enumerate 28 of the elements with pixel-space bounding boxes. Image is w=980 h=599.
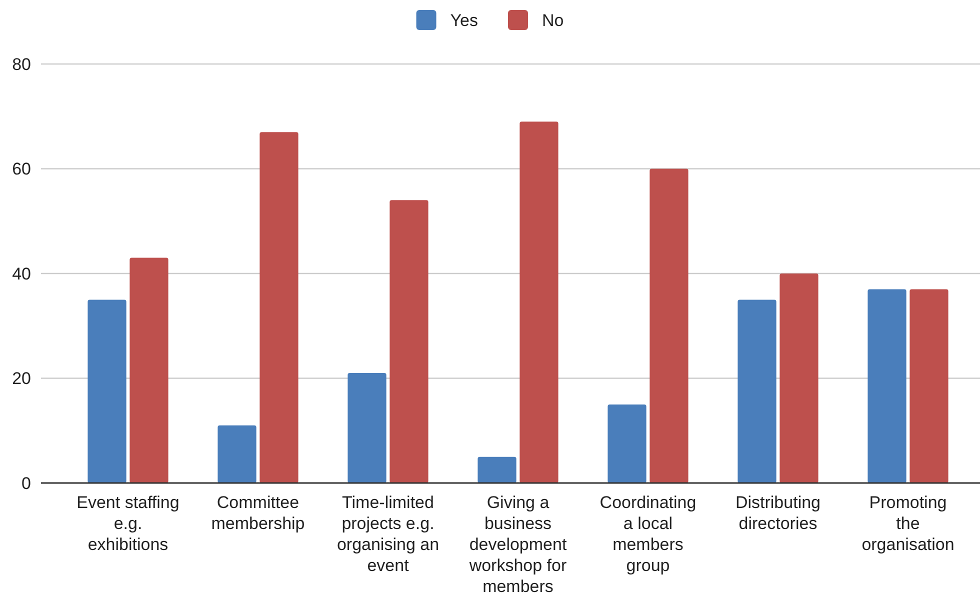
x-tick-label: Coordinating a local members group bbox=[600, 493, 696, 575]
y-tick-label: 60 bbox=[12, 160, 31, 179]
y-tick-label: 0 bbox=[22, 474, 31, 493]
legend-label: No bbox=[542, 10, 564, 30]
bar bbox=[780, 274, 818, 483]
bar bbox=[348, 373, 386, 483]
bar bbox=[478, 456, 516, 483]
bar bbox=[868, 289, 906, 483]
x-tick-label: Distributing directories bbox=[735, 493, 821, 533]
bar bbox=[738, 300, 776, 483]
bar bbox=[910, 289, 948, 483]
bar bbox=[650, 168, 688, 483]
bar bbox=[608, 404, 646, 483]
x-tick-label: Event staffing e.g. exhibitions bbox=[76, 493, 180, 554]
x-tick-label: Committee membership bbox=[211, 493, 305, 533]
bar bbox=[390, 200, 428, 483]
x-tick-label: Promoting the organisation bbox=[862, 493, 954, 554]
x-tick-label: Giving a business development workshop for members bbox=[468, 493, 567, 596]
y-tick-label: 20 bbox=[12, 369, 31, 388]
legend-label: Yes bbox=[450, 10, 478, 30]
y-tick-label: 80 bbox=[12, 54, 31, 74]
x-tick-label: Time-limited projects e.g. organising an event bbox=[336, 493, 440, 575]
y-tick-label: 40 bbox=[12, 264, 31, 284]
bar bbox=[260, 132, 298, 483]
bar bbox=[520, 122, 558, 483]
bar bbox=[218, 425, 256, 483]
bar bbox=[130, 258, 168, 483]
bar bbox=[88, 300, 126, 483]
